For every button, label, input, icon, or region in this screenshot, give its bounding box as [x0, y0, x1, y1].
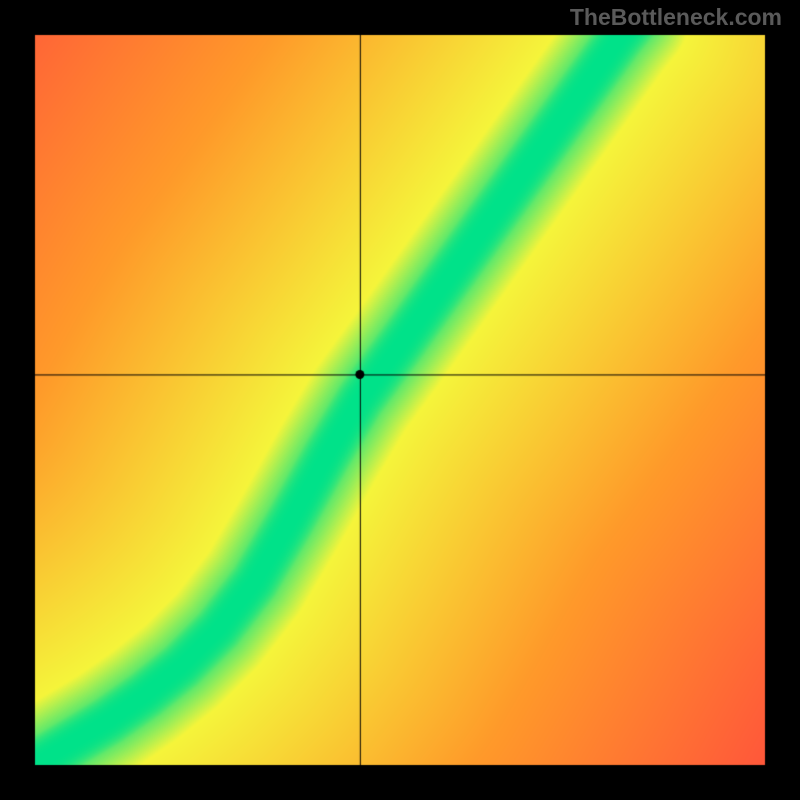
- watermark-text: TheBottleneck.com: [570, 4, 782, 31]
- heatmap-canvas: [0, 0, 800, 800]
- chart-container: { "watermark": { "text": "TheBottleneck.…: [0, 0, 800, 800]
